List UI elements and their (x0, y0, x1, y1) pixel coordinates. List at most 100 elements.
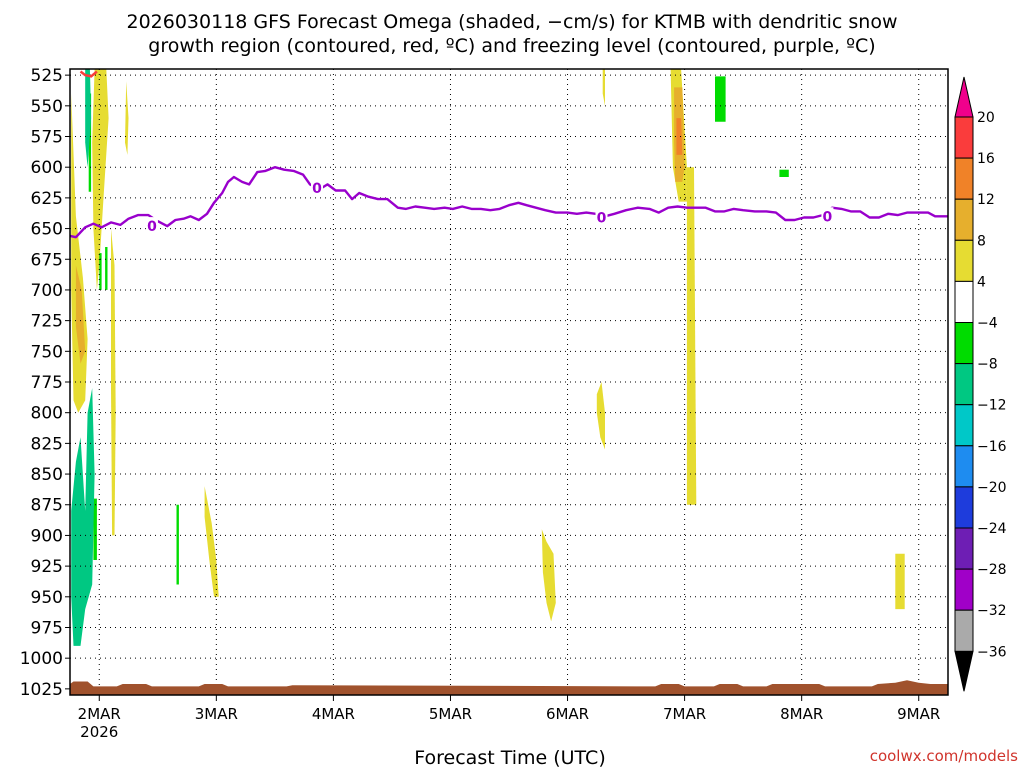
x-tick-sublabel-2MAR: 2026 (80, 723, 118, 741)
freezing-level-label-2: 0 (597, 211, 607, 227)
y-tick-label-725: 725 (31, 312, 63, 332)
y-tick-label-550: 550 (31, 97, 63, 117)
y-axis: 525 550 575 600 625 650 675 700 725 750 775 800 825 8… (20, 66, 70, 700)
y-tick-label-825: 825 (31, 434, 63, 454)
y-tick-label-800: 800 (31, 404, 63, 424)
colorbar-box--36-to--32 (954, 609, 974, 652)
omega-region-1 (92, 69, 109, 290)
colorbar-label--36: −36 (977, 644, 1007, 660)
x-tick-label-2MAR: 2MAR (78, 705, 121, 723)
y-tick-label-1000: 1000 (20, 649, 63, 669)
colorbar-label-16: 16 (977, 151, 995, 167)
plot-background (70, 69, 948, 695)
chart-title-line1: 2026030118 GFS Forecast Omega (shaded, −… (126, 11, 897, 33)
colorbar-label--20: −20 (977, 480, 1007, 496)
y-tick-label-850: 850 (31, 465, 63, 485)
colorbar-label--32: −32 (977, 603, 1007, 619)
omega-region-11 (75, 265, 86, 364)
colorbar-label-12: 12 (977, 192, 995, 208)
colorbar-label-8: 8 (977, 233, 986, 249)
y-tick-label-675: 675 (31, 250, 63, 270)
colorbar-label--4: −4 (977, 316, 998, 332)
freezing-level-line (69, 165, 948, 239)
omega-region-17 (105, 247, 108, 290)
freezing-level-label-3: 0 (823, 209, 833, 225)
terrain (70, 680, 948, 695)
x-tick-label-5MAR: 5MAR (429, 705, 472, 723)
omega-region-6 (596, 382, 605, 450)
omega-region-22 (85, 69, 92, 168)
omega-region-5 (541, 529, 556, 622)
colorbar-label--16: −16 (977, 439, 1007, 455)
y-tick-label-600: 600 (31, 158, 63, 178)
omega-region-9 (686, 167, 697, 505)
x-axis-label: Forecast Time (UTC) (414, 747, 605, 768)
omega-region-7 (602, 69, 605, 106)
colorbar-box--28-to--24 (954, 527, 974, 570)
y-tick-label-650: 650 (31, 220, 63, 240)
x-tick-label-6MAR: 6MAR (546, 705, 589, 723)
dendritic-growth-contour (79, 70, 98, 78)
colorbar-label--28: −28 (977, 562, 1007, 578)
colorbar-label--24: −24 (977, 521, 1007, 537)
freezing-level-contour: 0 0 0 0 (69, 165, 948, 239)
dgz-contour-line (79, 70, 98, 78)
colorbar-box--8-to--4 (954, 322, 974, 365)
colorbar-label-4: 4 (977, 274, 986, 290)
colorbar-box--32-to--28 (954, 568, 974, 611)
colorbar-box-4-to-8 (954, 239, 974, 282)
colorbar-box-16-to-20 (954, 116, 974, 159)
omega-region-2 (111, 228, 116, 536)
colorbar-box--16-to--12 (954, 404, 974, 447)
freezing-level-label-0: 0 (147, 219, 157, 235)
y-tick-label-575: 575 (31, 128, 63, 148)
y-tick-label-525: 525 (31, 66, 63, 86)
colorbar-box--12-to--8 (954, 363, 974, 406)
y-tick-label-750: 750 (31, 342, 63, 362)
y-tick-label-775: 775 (31, 373, 63, 393)
x-tick-label-7MAR: 7MAR (663, 705, 706, 723)
y-tick-label-625: 625 (31, 189, 63, 209)
colorbar-box--4-to-4 (954, 280, 974, 323)
omega-region-19 (715, 76, 726, 122)
x-tick-label-4MAR: 4MAR (312, 705, 355, 723)
freezing-label-bg-1 (311, 179, 324, 197)
colorbar-box--20-to--16 (954, 445, 974, 488)
colorbar-box--24-to--20 (954, 486, 974, 529)
omega-shading (71, 69, 905, 646)
x-tick-label-3MAR: 3MAR (195, 705, 238, 723)
y-tick-label-925: 925 (31, 557, 63, 577)
x-tick-label-9MAR: 9MAR (897, 705, 940, 723)
omega-region-14 (93, 498, 97, 560)
credit-link[interactable]: coolwx.com/models (870, 747, 1018, 765)
y-tick-label-975: 975 (31, 618, 63, 638)
y-tick-label-900: 900 (31, 526, 63, 546)
omega-region-13 (676, 118, 683, 155)
plot-area: 0 0 0 0 (69, 68, 949, 696)
freezing-label-bg-0 (145, 217, 158, 235)
y-tick-label-950: 950 (31, 588, 63, 608)
colorbar-box-8-to-12 (954, 198, 974, 241)
omega-region-21 (71, 388, 95, 646)
omega-region-10 (895, 553, 905, 610)
colorbar-label-20: 20 (977, 110, 995, 126)
terrain-band (70, 680, 948, 695)
chart-title-line2: growth region (contoured, red, ºC) and f… (148, 35, 875, 57)
freezing-level-label-1: 0 (312, 181, 322, 197)
omega-region-16 (99, 253, 102, 290)
colorbar-label--8: −8 (977, 357, 998, 373)
colorbar: 20 16 12 8 4 −4 −8 −12 −16 −20 −24 −28 −32 −36 (954, 76, 1007, 692)
omega-region-20 (779, 169, 789, 177)
colorbar-top-triangle (954, 76, 974, 118)
colorbar-label--12: −12 (977, 398, 1007, 414)
colorbar-box-12-to-16 (954, 157, 974, 200)
y-tick-label-1025: 1025 (20, 680, 63, 700)
freezing-label-bg-3 (821, 207, 834, 225)
y-tick-label-875: 875 (31, 496, 63, 516)
omega-region-18 (176, 504, 179, 585)
y-tick-label-700: 700 (31, 281, 63, 301)
colorbar-bottom-triangle (954, 650, 974, 692)
freezing-label-bg-2 (595, 208, 608, 226)
